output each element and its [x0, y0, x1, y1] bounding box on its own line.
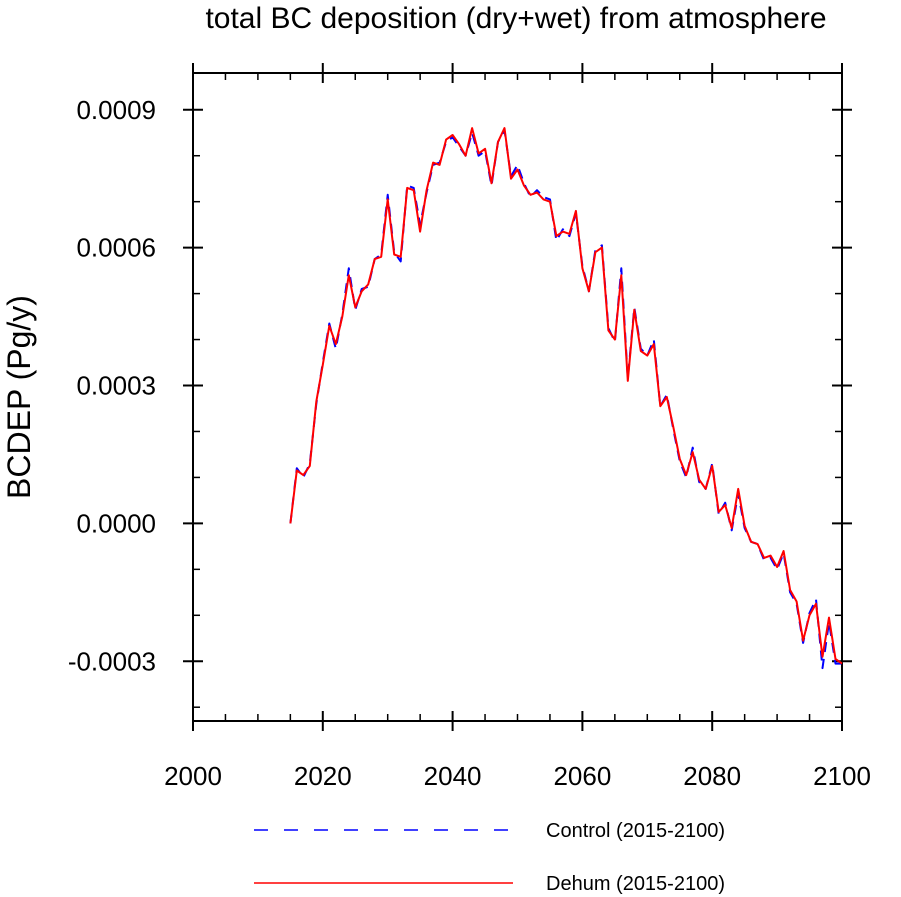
y-tick-label: -0.0003: [68, 646, 156, 676]
x-tick-label: 2020: [294, 761, 352, 791]
legend-label-dehum: Dehum (2015-2100): [546, 873, 725, 895]
y-tick-label: 0.0009: [76, 95, 156, 125]
x-tick-label: 2000: [164, 761, 222, 791]
y-tick-label: 0.0006: [76, 233, 156, 263]
y-axis-label: BCDEP (Pg/y): [1, 295, 37, 499]
series-line-control: [289, 129, 842, 670]
x-tick-label: 2100: [813, 761, 871, 791]
legend: Control (2015-2100) Dehum (2015-2100): [254, 820, 725, 895]
series-line-dehum: [289, 127, 843, 665]
tick-labels: 2000 2020 2040 2060 2080 2100 -0.0003 0.0000 0.0…: [68, 95, 871, 791]
y-tick-label: 0.0003: [76, 371, 156, 401]
series-lines: [289, 127, 843, 670]
y-tick-label: 0.0000: [76, 508, 156, 538]
x-tick-label: 2040: [424, 761, 482, 791]
axis-ticks: [183, 63, 852, 731]
x-tick-label: 2080: [683, 761, 741, 791]
legend-label-control: Control (2015-2100): [546, 820, 725, 842]
chart-title: total BC deposition (dry+wet) from atmos…: [205, 2, 826, 35]
x-tick-label: 2060: [553, 761, 611, 791]
